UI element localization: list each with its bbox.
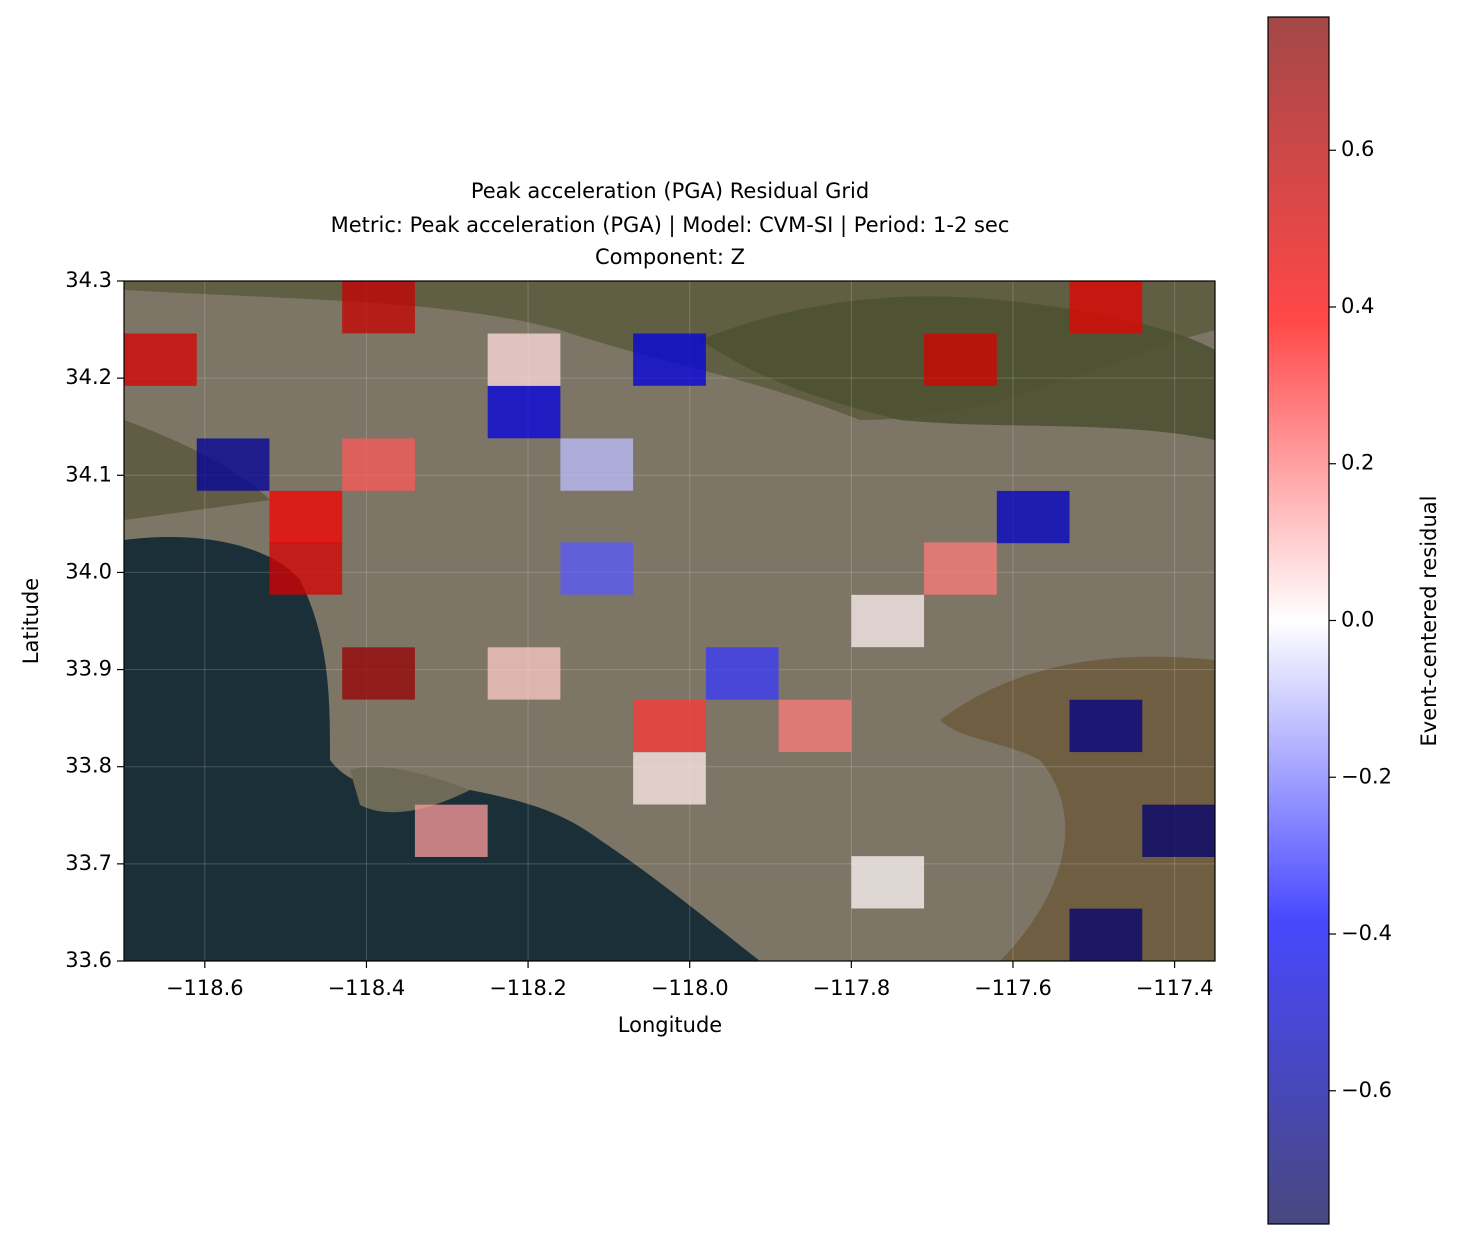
x-axis-label: Longitude [618,1013,722,1037]
cell [269,490,343,544]
cell [633,752,706,805]
cell [705,647,779,700]
chart-subtitle: Component: Z [595,245,745,269]
cell [1069,281,1143,334]
plot-frame [123,280,1216,962]
cell [778,699,852,753]
cell [1069,908,1143,961]
cell [196,438,270,491]
cell [269,542,343,595]
cell [487,385,561,439]
chart-subtitle: Metric: Peak acceleration (PGA) | Model:… [331,213,1010,238]
chart-title: Peak acceleration (PGA) Residual Grid [471,179,869,203]
cell [342,281,415,334]
cell [560,438,634,491]
cell [414,804,488,857]
colorbar-tick-label: −0.6 [1341,1078,1392,1102]
cell [924,542,997,595]
cell [560,542,634,595]
x-tick-label: −118.2 [489,976,567,1000]
y-tick-label: 34.3 [65,268,112,292]
cell [1069,699,1143,753]
cell [487,647,561,700]
x-tick-label: −117.4 [1136,976,1214,1000]
basemap [124,281,1215,961]
cell [996,490,1070,544]
y-tick-label: 34.0 [65,559,112,583]
colorbar-tick-label: −0.2 [1341,764,1392,788]
y-tick-label: 33.6 [65,948,112,972]
x-tick-label: −118.0 [651,976,729,1000]
colorbar [1268,17,1329,1224]
x-tick-label: −117.8 [812,976,890,1000]
y-axis-label: Latitude [19,578,43,664]
cell [924,333,997,386]
cell [851,594,925,648]
colorbar-tick-label: 0.4 [1341,294,1374,318]
colorbar-tick-label: −0.4 [1341,921,1392,945]
y-tick-label: 34.2 [65,365,112,389]
cell [342,438,415,491]
colorbar-label: Event-centered residual [1417,496,1441,747]
x-tick-label: −118.4 [328,976,406,1000]
cell [851,856,925,909]
colorbar-tick-label: 0.0 [1341,608,1374,632]
colorbar-tick-label: 0.2 [1341,451,1374,475]
y-tick-label: 33.7 [65,851,112,875]
cell [124,333,197,386]
cell [342,647,415,700]
cell [633,699,706,753]
colorbar-tick-label: 0.6 [1341,137,1374,161]
cell [633,333,706,386]
x-tick-label: −118.6 [166,976,244,1000]
cell [1142,804,1215,857]
y-tick-label: 34.1 [65,462,112,486]
cell [487,333,561,386]
y-tick-label: 33.9 [65,657,112,681]
x-tick-label: −117.6 [974,976,1052,1000]
y-tick-label: 33.8 [65,754,112,778]
